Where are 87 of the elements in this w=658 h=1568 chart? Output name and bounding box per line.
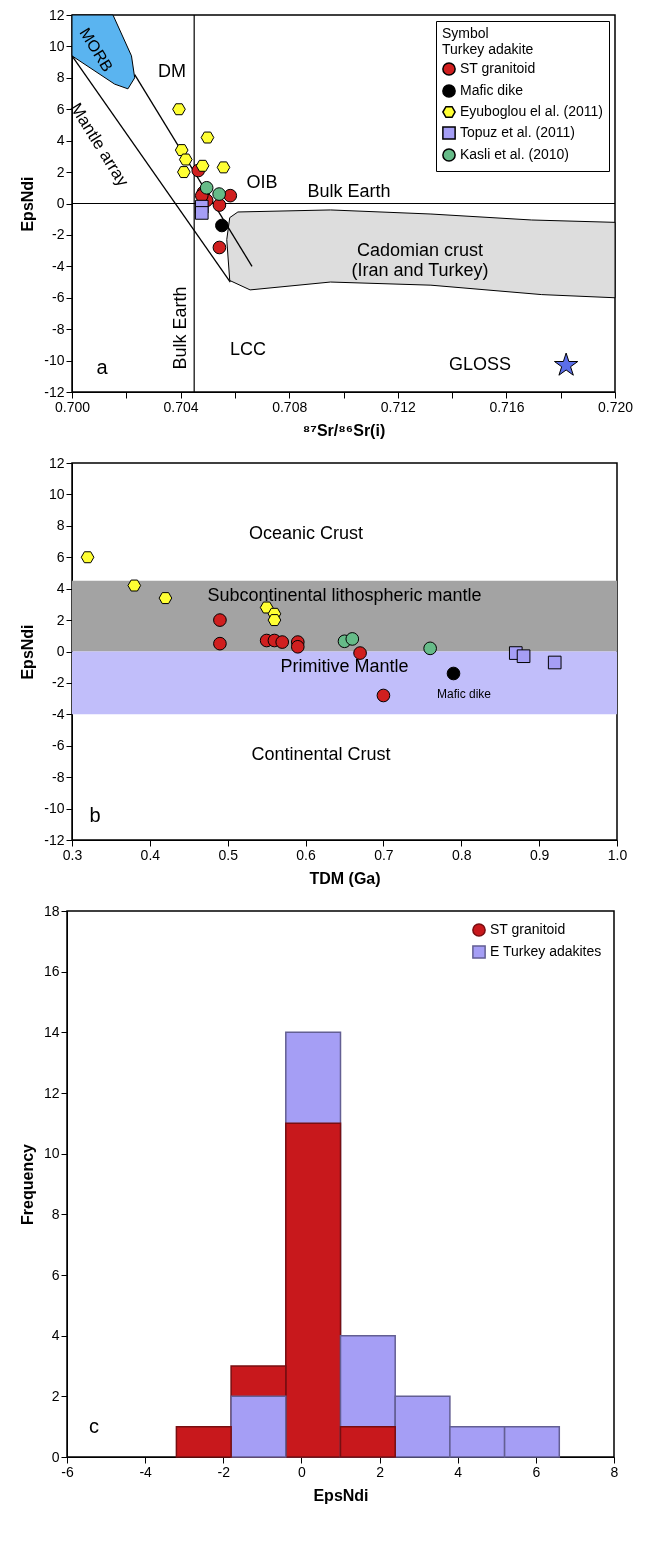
annotation: OIB bbox=[246, 172, 278, 192]
legend-label: ST granitoid bbox=[460, 60, 536, 76]
x-tick-label: 6 bbox=[532, 1463, 541, 1480]
y-tick-label: 2 bbox=[56, 163, 65, 180]
x-tick-label: 0.7 bbox=[374, 846, 394, 863]
y-tick-label: -2 bbox=[52, 226, 65, 243]
x-tick-label: 0.708 bbox=[272, 398, 308, 415]
x-tick-label: -2 bbox=[217, 1463, 231, 1480]
annotation: Turkey adakite bbox=[442, 41, 534, 57]
y-tick-label: -12 bbox=[44, 383, 65, 400]
x-tick-label: 0.716 bbox=[489, 398, 525, 415]
y-tick-label: 8 bbox=[56, 69, 65, 86]
legend-label: Topuz et al. (2011) bbox=[460, 124, 575, 140]
x-tick-label: 0.712 bbox=[380, 398, 417, 415]
y-tick-label: 4 bbox=[56, 580, 65, 597]
y-tick-label: -10 bbox=[44, 352, 65, 369]
band-label: Subcontinental lithospheric mantle bbox=[207, 584, 482, 605]
annotation: Continental Crust bbox=[251, 744, 391, 764]
annotation: DM bbox=[158, 61, 186, 81]
annotation: GLOSS bbox=[448, 354, 512, 374]
y-tick-label: 12 bbox=[48, 454, 65, 471]
x-axis-title: TDM (Ga) bbox=[309, 869, 381, 887]
y-tick-label: -2 bbox=[52, 674, 65, 691]
y-axis-title: EpsNdi bbox=[19, 624, 37, 680]
y-tick-label: 8 bbox=[51, 1205, 60, 1222]
y-tick-label: 8 bbox=[56, 517, 65, 534]
x-tick-label: 0.700 bbox=[54, 398, 91, 415]
x-tick-label: 0.5 bbox=[218, 846, 239, 863]
y-tick-label: 6 bbox=[56, 100, 65, 117]
x-tick-label: 8 bbox=[610, 1463, 619, 1480]
legend-label: ST granitoid bbox=[490, 921, 566, 937]
y-tick-label: 12 bbox=[48, 6, 65, 23]
annotation: LCC bbox=[229, 339, 267, 359]
x-tick-label: 1.0 bbox=[607, 846, 628, 863]
ref-line-label: Bulk Earth bbox=[307, 180, 391, 201]
x-tick-label: 0.6 bbox=[296, 846, 317, 863]
x-tick-label: 0.4 bbox=[140, 846, 161, 863]
x-tick-label: 0.8 bbox=[452, 846, 472, 863]
y-tick-label: -8 bbox=[52, 768, 65, 785]
y-tick-label: -10 bbox=[44, 800, 65, 817]
y-tick-label: 0 bbox=[56, 195, 65, 211]
y-tick-label: 10 bbox=[48, 485, 65, 502]
x-tick-label: 2 bbox=[376, 1463, 385, 1480]
legend-label: Mafic dike bbox=[460, 82, 524, 98]
annotation: b bbox=[89, 804, 101, 826]
x-tick-label: 0.3 bbox=[62, 846, 83, 863]
x-tick-label: -4 bbox=[139, 1463, 153, 1480]
legend-label: Eyuboglou el al. (2011) bbox=[460, 103, 603, 119]
x-tick-label: 0 bbox=[298, 1463, 307, 1480]
x-tick-label: 4 bbox=[454, 1463, 463, 1480]
y-tick-label: 4 bbox=[56, 132, 65, 149]
band-label: Primitive Mantle bbox=[280, 655, 409, 676]
annotation: c bbox=[89, 1415, 99, 1437]
y-axis-title: Frequency bbox=[18, 1143, 36, 1225]
y-axis-title: EpsNdi bbox=[19, 176, 37, 232]
y-tick-label: 10 bbox=[48, 37, 65, 54]
y-tick-label: 0 bbox=[56, 643, 65, 659]
y-tick-label: -12 bbox=[44, 831, 65, 848]
y-tick-label: 10 bbox=[43, 1145, 60, 1162]
ref-line-label: Bulk Earth bbox=[170, 286, 191, 370]
x-tick-label: 0.9 bbox=[529, 846, 550, 863]
y-tick-label: 6 bbox=[51, 1266, 60, 1283]
annotation: Mafic dike bbox=[436, 687, 492, 701]
legend-label: Kasli et al. (2010) bbox=[460, 146, 569, 162]
y-tick-label: 14 bbox=[43, 1023, 60, 1040]
annotation: Cadomian crust (Iran and Turkey) bbox=[351, 240, 489, 280]
y-tick-label: 4 bbox=[51, 1327, 60, 1344]
x-axis-title: ⁸⁷Sr/⁸⁶Sr(i) bbox=[302, 421, 386, 439]
y-tick-label: -4 bbox=[52, 705, 65, 722]
y-tick-label: -6 bbox=[52, 737, 65, 754]
annotation: Oceanic Crust bbox=[248, 523, 364, 543]
x-tick-label: 0.720 bbox=[597, 398, 634, 415]
y-tick-label: 16 bbox=[43, 963, 60, 980]
y-tick-label: -8 bbox=[52, 320, 65, 337]
y-tick-label: -6 bbox=[52, 289, 65, 306]
x-tick-label: 0.704 bbox=[163, 398, 199, 415]
y-tick-label: 6 bbox=[56, 548, 65, 565]
y-tick-label: 12 bbox=[43, 1084, 60, 1101]
y-tick-label: 18 bbox=[43, 902, 60, 919]
y-tick-label: 2 bbox=[51, 1387, 60, 1404]
legend-title: Symbol bbox=[442, 25, 489, 41]
y-tick-label: 2 bbox=[56, 611, 65, 628]
legend-label: E Turkey adakites bbox=[490, 943, 602, 959]
annotation: a bbox=[96, 356, 109, 378]
x-axis-title: EpsNdi bbox=[313, 1486, 369, 1504]
y-tick-label: -4 bbox=[52, 257, 65, 274]
y-tick-label: 0 bbox=[51, 1448, 60, 1465]
